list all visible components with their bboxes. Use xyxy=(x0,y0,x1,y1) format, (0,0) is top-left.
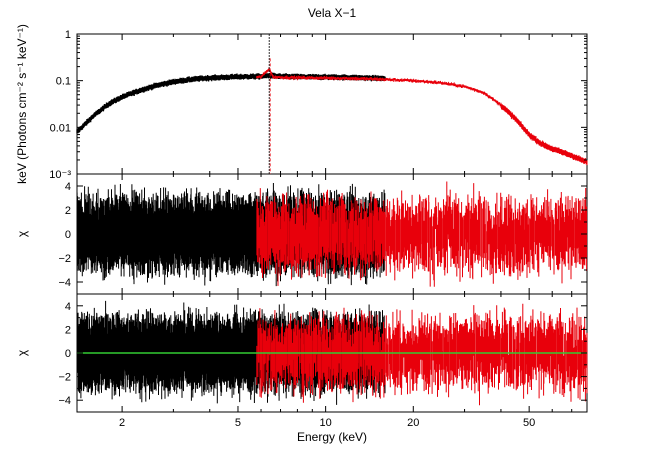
residuals-1-y-tick-label: −4 xyxy=(58,277,71,289)
residuals-2-y-tick-label: −4 xyxy=(58,395,71,407)
x-tick-label: 5 xyxy=(235,417,241,429)
spectrum-series-1-line xyxy=(256,67,588,163)
residuals-1-y-tick-label: 4 xyxy=(65,181,71,193)
x-tick-label: 20 xyxy=(407,417,419,429)
x-tick-label: 2 xyxy=(119,417,125,429)
chart-marks xyxy=(76,34,588,406)
spectrum-series-0-line xyxy=(76,74,386,133)
x-tick-label: 10 xyxy=(320,417,332,429)
residuals-1-y-tick-label: −2 xyxy=(58,253,71,265)
spectrum-series-1 xyxy=(256,67,588,166)
residuals-2-y-tick-label: 4 xyxy=(65,301,71,313)
residuals-2-y-tick-label: 2 xyxy=(65,324,71,336)
x-tick-label: 50 xyxy=(523,417,535,429)
residuals-2-y-axis-label: χ xyxy=(15,349,29,356)
residuals-1-series-0 xyxy=(76,183,386,287)
residuals-1-series-0-points xyxy=(76,183,386,287)
residuals-1-y-axis-label: χ xyxy=(15,230,29,237)
spectrum-y-tick-label: 0.01 xyxy=(50,122,71,134)
x-axis-label: Energy (keV) xyxy=(297,430,367,444)
spectrum-y-axis-label: keV (Photons cm⁻² s⁻¹ keV⁻¹) xyxy=(15,24,29,184)
residuals-1-series-1-points xyxy=(256,181,588,287)
residuals-2-y-tick-label: −2 xyxy=(58,372,71,384)
chart-title: Vela X−1 xyxy=(308,6,357,20)
residuals-2-series-1-points xyxy=(256,303,588,406)
spectrum-y-tick-label: 10⁻³ xyxy=(49,169,71,181)
spectrum-series-0-points xyxy=(76,72,386,134)
residuals-1-y-tick-label: 0 xyxy=(65,229,71,241)
spectrum-series-0 xyxy=(76,72,386,134)
spectrum-y-tick-label: 0.1 xyxy=(56,76,71,88)
spectrum-y-tick-label: 1 xyxy=(65,29,71,41)
residuals-1-series-1 xyxy=(256,181,588,287)
residuals-2-y-tick-label: 0 xyxy=(65,348,71,360)
residuals-2-series-1 xyxy=(256,303,588,406)
residuals-1-y-tick-label: 2 xyxy=(65,205,71,217)
spectrum-panel-frame xyxy=(76,33,588,175)
spectrum-series-1-points xyxy=(256,67,588,166)
